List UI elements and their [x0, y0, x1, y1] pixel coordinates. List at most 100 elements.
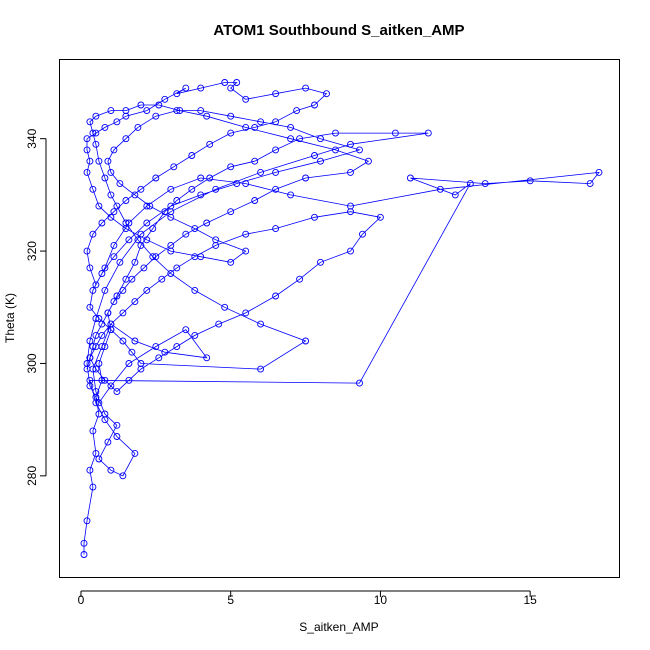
- data-point: [242, 230, 250, 238]
- data-point: [122, 107, 130, 115]
- data-point: [143, 286, 151, 294]
- data-point: [227, 258, 235, 266]
- data-point: [113, 202, 121, 210]
- x-tick-label: 0: [78, 593, 85, 607]
- data-point: [98, 331, 106, 339]
- data-point: [242, 247, 250, 255]
- plot-frame: [59, 59, 620, 578]
- data-point: [317, 258, 324, 266]
- data-point: [122, 219, 130, 227]
- data-point: [227, 163, 235, 171]
- data-point: [143, 236, 151, 244]
- data-point: [242, 123, 250, 131]
- plot-area: [80, 79, 603, 558]
- data-point: [182, 84, 190, 92]
- data-point: [137, 101, 145, 109]
- data-point: [173, 107, 181, 115]
- data-point: [302, 174, 310, 182]
- data-point: [137, 365, 145, 373]
- data-point: [119, 337, 127, 345]
- data-point: [188, 185, 196, 193]
- data-point: [227, 84, 235, 92]
- data-point: [101, 174, 109, 182]
- data-point: [95, 455, 103, 463]
- data-point: [101, 264, 109, 272]
- data-point: [227, 112, 235, 120]
- data-point: [83, 365, 91, 373]
- data-point: [86, 303, 94, 311]
- data-point: [302, 337, 310, 345]
- data-point: [257, 168, 265, 176]
- data-point: [161, 348, 169, 356]
- y-tick-label: 320: [25, 241, 39, 261]
- data-point: [191, 253, 199, 261]
- data-point: [586, 180, 594, 188]
- x-tick-label: 10: [374, 593, 388, 607]
- data-point: [347, 140, 354, 148]
- data-point: [364, 157, 372, 165]
- data-point: [125, 236, 133, 244]
- data-point: [128, 275, 136, 283]
- data-point: [424, 129, 432, 137]
- data-point: [182, 326, 190, 334]
- data-point: [101, 343, 109, 351]
- data-point: [80, 551, 88, 558]
- data-point: [89, 129, 97, 137]
- data-point: [86, 337, 94, 345]
- data-point: [206, 174, 214, 182]
- data-point: [119, 472, 127, 480]
- data-point: [203, 354, 211, 362]
- data-point: [107, 466, 115, 474]
- data-point: [95, 315, 103, 322]
- data-point: [92, 129, 100, 137]
- data-point: [98, 270, 106, 277]
- data-point: [92, 281, 100, 289]
- y-axis: 280 300 320 340: [25, 128, 47, 486]
- data-point: [347, 168, 354, 176]
- data-point: [125, 360, 133, 367]
- data-point: [293, 107, 301, 115]
- data-point: [101, 416, 109, 424]
- data-point: [86, 376, 94, 384]
- data-point: [98, 376, 106, 384]
- data-point: [107, 191, 115, 199]
- data-point: [119, 309, 127, 317]
- data-point: [272, 118, 280, 126]
- data-point: [113, 421, 121, 429]
- data-point: [101, 123, 109, 131]
- data-point: [356, 146, 363, 154]
- data-point: [107, 382, 115, 390]
- data-point: [131, 298, 139, 306]
- data-point: [98, 320, 106, 328]
- data-point: [212, 241, 220, 249]
- data-point: [197, 174, 205, 182]
- data-point: [155, 354, 163, 362]
- data-point: [83, 135, 91, 143]
- data-point: [92, 449, 100, 457]
- data-point: [83, 146, 91, 154]
- data-point: [272, 146, 280, 154]
- data-point: [95, 360, 103, 367]
- data-point: [272, 292, 280, 300]
- data-point: [391, 129, 399, 137]
- data-point: [131, 258, 139, 266]
- data-point: [203, 112, 211, 120]
- data-point: [167, 241, 175, 249]
- data-point: [257, 365, 265, 373]
- data-point: [101, 376, 109, 384]
- data-point: [98, 219, 106, 227]
- data-point: [83, 517, 91, 525]
- data-point: [113, 433, 121, 440]
- data-point: [122, 135, 130, 143]
- data-point: [89, 483, 97, 491]
- data-point: [116, 180, 124, 188]
- data-point: [80, 539, 88, 547]
- data-point: [287, 123, 295, 131]
- data-point: [212, 185, 220, 193]
- data-point: [215, 320, 223, 328]
- data-point: [376, 213, 384, 221]
- data-point: [110, 253, 118, 261]
- data-point: [143, 107, 151, 115]
- data-point: [296, 275, 304, 283]
- data-point: [119, 286, 127, 294]
